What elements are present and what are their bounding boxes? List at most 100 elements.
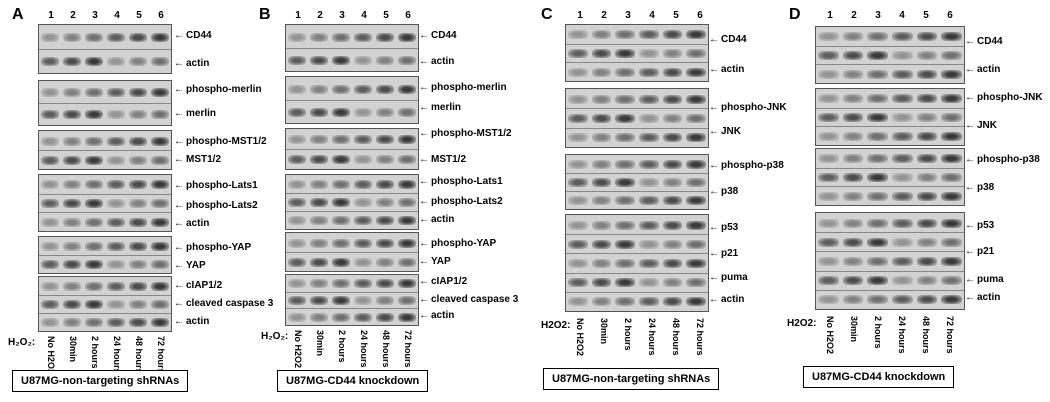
blot-band xyxy=(41,318,59,327)
blot-band xyxy=(354,257,372,267)
blot-band xyxy=(398,155,416,164)
blot-band xyxy=(376,55,394,65)
blot-band xyxy=(842,237,864,247)
blot-band xyxy=(941,276,962,286)
blot-band xyxy=(818,295,839,305)
blot-strip-divider xyxy=(816,45,964,47)
blot-band xyxy=(867,69,888,79)
timepoint-label: 24 hours xyxy=(897,316,907,354)
protein-label: ← phospho-JNK xyxy=(965,92,1043,103)
blot-band xyxy=(107,110,125,119)
protein-label: ← actin xyxy=(174,316,210,327)
lane-number: 4 xyxy=(114,10,120,21)
blot-band xyxy=(354,32,372,42)
blot-band xyxy=(842,276,864,286)
blot-band xyxy=(568,133,588,143)
blot-band xyxy=(85,217,103,227)
blot-band xyxy=(639,278,659,288)
blot-strip-divider xyxy=(816,251,964,253)
blot-band xyxy=(354,135,372,144)
lane-number: 6 xyxy=(405,10,411,21)
blot-band xyxy=(867,131,888,141)
blot-band xyxy=(354,198,372,207)
blot-band xyxy=(398,198,416,207)
blot-group xyxy=(815,26,965,84)
blot-band xyxy=(398,279,416,289)
blot-band xyxy=(842,131,864,141)
blot-band xyxy=(892,131,913,141)
blot-band xyxy=(151,33,169,42)
timepoint-label: No H2O2 xyxy=(825,316,835,355)
blot-band xyxy=(662,49,683,58)
blot-band xyxy=(941,32,962,42)
blot-group xyxy=(38,174,172,232)
blot-band xyxy=(354,84,372,94)
lane-number: 5 xyxy=(673,10,679,21)
blot-band xyxy=(916,131,938,141)
blot-band xyxy=(686,30,706,40)
blot-group xyxy=(565,154,709,210)
blot-band xyxy=(591,30,612,40)
protein-label: ← CD44 xyxy=(174,30,212,41)
lane-number: 6 xyxy=(697,10,703,21)
blot-band xyxy=(842,51,864,60)
blot-band xyxy=(686,239,706,249)
blot-band xyxy=(41,57,59,66)
treatment-label: H₂O₂: xyxy=(8,337,36,348)
blot-band xyxy=(129,260,147,269)
lane-number: 5 xyxy=(136,10,142,21)
blot-band xyxy=(376,180,394,189)
blot-band xyxy=(151,180,169,190)
blot-band xyxy=(686,297,706,307)
blot-band xyxy=(818,257,839,266)
blot-band xyxy=(398,257,416,267)
blot-band xyxy=(41,110,59,119)
timepoint-label: 24 hours xyxy=(359,330,369,368)
lane-number: 1 xyxy=(295,10,301,21)
blot-band xyxy=(310,155,328,164)
panel-c: C 1 2 3 4 5 6 ← CD44 ← actin ← phospho-JNK … xyxy=(535,0,795,402)
blot-strip-divider xyxy=(816,232,964,234)
timepoint-label: No H2O2 xyxy=(575,318,585,357)
blot-band xyxy=(686,196,706,205)
blot-band xyxy=(615,220,635,230)
blot-band xyxy=(41,300,59,309)
lane-number: 6 xyxy=(158,10,164,21)
blot-band xyxy=(332,55,350,65)
blot-strip-divider xyxy=(286,193,418,194)
blot-band xyxy=(941,191,962,201)
blot-band xyxy=(310,257,328,267)
blot-band xyxy=(85,180,103,190)
blot-band xyxy=(639,178,659,187)
blot-band xyxy=(867,51,888,60)
blot-group xyxy=(285,274,419,326)
blot-band xyxy=(310,198,328,207)
blot-band xyxy=(615,133,635,143)
blot-band xyxy=(288,55,306,65)
blot-band xyxy=(288,107,306,117)
blot-band xyxy=(892,237,913,247)
protein-label: ← puma xyxy=(965,274,1004,285)
blot-strip-divider xyxy=(39,295,171,296)
lane-number: 2 xyxy=(317,10,323,21)
blot-band xyxy=(842,218,864,228)
protein-label: ← phospho-p38 xyxy=(965,154,1040,165)
blot-band xyxy=(354,238,372,248)
blot-band xyxy=(332,296,350,305)
blot-band xyxy=(376,279,394,289)
blot-band xyxy=(129,88,147,97)
blot-band xyxy=(686,133,706,143)
blot-group xyxy=(285,24,419,72)
blot-band xyxy=(941,94,962,104)
blot-band xyxy=(85,199,103,208)
blot-band xyxy=(662,297,683,307)
blot-band xyxy=(107,136,125,146)
timepoint-label: 2 hours xyxy=(337,330,347,363)
blot-band xyxy=(85,242,103,251)
blot-band xyxy=(615,160,635,169)
protein-label: ← YAP xyxy=(174,260,206,271)
blot-band xyxy=(354,312,372,322)
protein-label: ← CD44 xyxy=(965,36,1003,47)
lane-number: 1 xyxy=(827,10,833,21)
blot-strip-divider xyxy=(816,186,964,188)
